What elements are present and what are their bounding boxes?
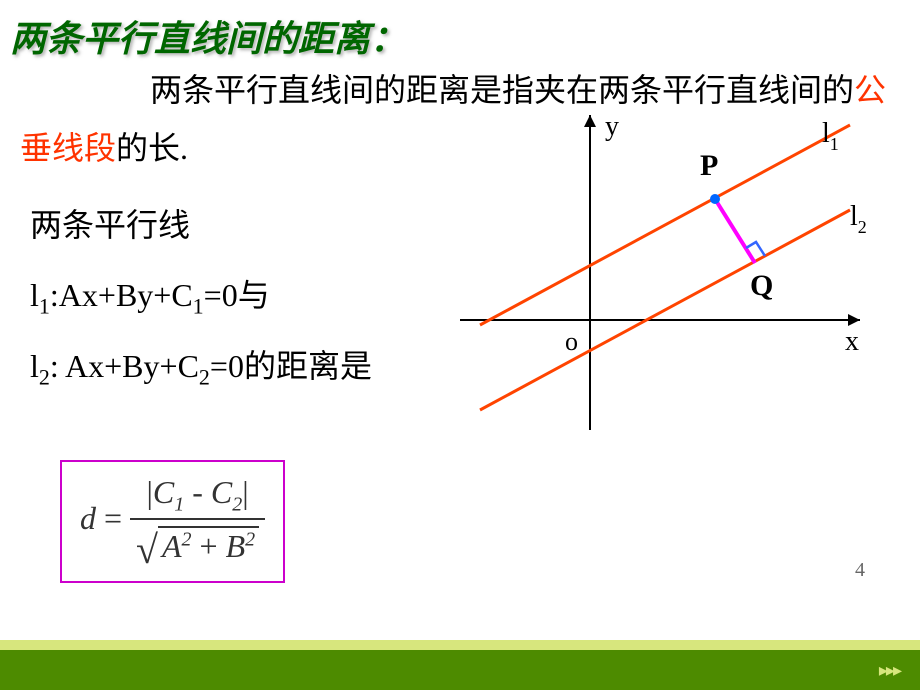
- l1-tail: =0与: [204, 277, 270, 313]
- origin-label: o: [565, 327, 578, 356]
- formula-denominator: √A2 + B2: [130, 520, 265, 569]
- footer-bar: ▸▸▸: [0, 640, 920, 690]
- formula-c2-sub: 2: [232, 493, 242, 515]
- next-arrow-icon[interactable]: ▸▸▸: [879, 660, 900, 681]
- coordinate-diagram: y x o P Q l1 l2: [450, 100, 890, 440]
- diagram-svg: y x o P Q l1 l2: [450, 100, 890, 440]
- footer-accent: [0, 640, 920, 650]
- footer-main: ▸▸▸: [0, 650, 920, 690]
- l1-eq: :Ax+By+C: [50, 277, 193, 313]
- y-axis-label: y: [605, 111, 619, 142]
- def-part2: 的长.: [116, 130, 188, 166]
- formula-b: B: [226, 528, 246, 564]
- intro-line: 两条平行线: [30, 190, 372, 260]
- equations-text: 两条平行线 l1:Ax+By+C1=0与 l2: Ax+By+C2=0的距离是: [30, 190, 372, 402]
- x-axis-arrow: [848, 314, 860, 326]
- l2-tail: =0的距离是: [210, 348, 372, 384]
- point-q-label: Q: [750, 269, 773, 302]
- formula-b-sup: 2: [245, 529, 255, 551]
- line-l2: [480, 210, 850, 410]
- diagram-l1-label: l1: [822, 118, 839, 154]
- formula-eq: =: [96, 500, 130, 536]
- l2-sub: 2: [39, 365, 50, 390]
- page-title: 两条平行直线间的距离：: [10, 10, 406, 62]
- formula-fraction: |C1 - C2| √A2 + B2: [130, 474, 265, 569]
- x-axis-label: x: [845, 326, 859, 357]
- formula-c1-sub: 1: [174, 493, 184, 515]
- formula-minus: -: [184, 474, 211, 510]
- slide: 两条平行直线间的距离： 两条平行直线间的距离是指夹在两条平行直线间的公垂线段的长…: [0, 0, 920, 640]
- y-axis-arrow: [584, 115, 596, 127]
- distance-formula: d = |C1 - C2| √A2 + B2: [60, 460, 285, 583]
- point-p-label: P: [700, 149, 718, 182]
- formula-d: d: [80, 500, 96, 536]
- formula-plus: +: [192, 528, 226, 564]
- line2: l2: Ax+By+C2=0的距离是: [30, 331, 372, 402]
- l1-sub: 1: [39, 294, 50, 319]
- formula-c1: C: [153, 474, 174, 510]
- l2-label: l: [30, 348, 39, 384]
- formula-c2: C: [211, 474, 232, 510]
- l1-label: l: [30, 277, 39, 313]
- l2-csub: 2: [199, 365, 210, 390]
- line-l1: [480, 125, 850, 325]
- diagram-l2-label: l2: [850, 201, 867, 237]
- formula-numerator: |C1 - C2|: [130, 474, 265, 520]
- formula-sqrt: √A2 + B2: [136, 522, 259, 569]
- point-p-dot: [710, 194, 720, 204]
- formula-a-sup: 2: [182, 529, 192, 551]
- l1-csub: 1: [193, 294, 204, 319]
- line1: l1:Ax+By+C1=0与: [30, 260, 372, 331]
- page-number: 4: [855, 559, 865, 582]
- l2-eq: : Ax+By+C: [50, 348, 199, 384]
- perpendicular-segment: [715, 199, 755, 263]
- formula-a: A: [162, 528, 182, 564]
